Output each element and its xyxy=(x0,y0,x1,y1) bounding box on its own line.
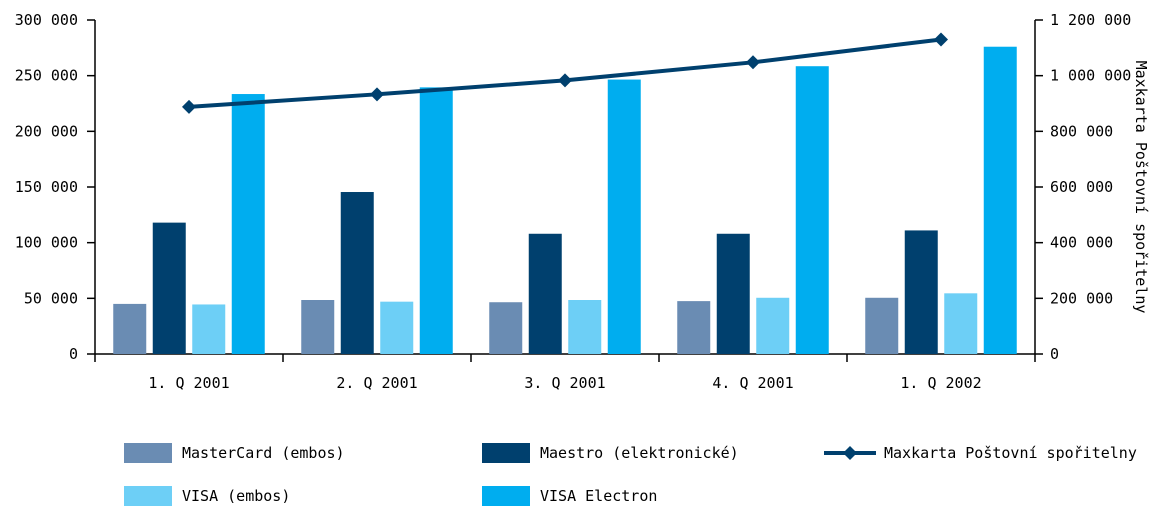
bar-mastercard-embos xyxy=(677,301,711,354)
bar-visa-embos xyxy=(944,293,978,354)
bar-visa-electron xyxy=(231,94,265,354)
x-category-label: 2. Q 2001 xyxy=(336,374,417,392)
axes: 0 50 000 100 000 150 000 200 000 250 000 300 0… xyxy=(15,11,1150,392)
y-right-tick-label: 1 000 000 xyxy=(1050,67,1131,85)
y-right-tick-label: 400 000 xyxy=(1050,234,1113,252)
legend-item: Maestro (elektronické) xyxy=(482,443,739,463)
bar-mastercard-embos xyxy=(301,300,335,354)
y-right-axis-title: Maxkarta Poštovní spořitelny xyxy=(1132,61,1150,314)
y-right-tick-label: 0 xyxy=(1050,345,1059,363)
bar-visa-embos xyxy=(192,304,226,354)
bar-maestro-elektronick xyxy=(152,222,186,354)
legend-label: Maxkarta Poštovní spořitelny xyxy=(884,444,1137,462)
legend-item: VISA Electron xyxy=(482,486,657,506)
legend-label: VISA (embos) xyxy=(182,487,290,505)
bar-maestro-elektronick xyxy=(528,233,562,354)
legend-swatch xyxy=(482,443,530,463)
legend-marker xyxy=(843,446,857,460)
x-category-label: 4. Q 2001 xyxy=(712,374,793,392)
y-left-tick-label: 100 000 xyxy=(15,234,78,252)
y-left-tick-label: 50 000 xyxy=(24,289,78,307)
legend: MasterCard (embos) Maestro (elektronické)… xyxy=(124,443,1137,506)
legend-swatch xyxy=(482,486,530,506)
legend-item: MasterCard (embos) xyxy=(124,443,345,463)
line-point xyxy=(746,55,760,70)
bar-mastercard-embos xyxy=(865,297,899,354)
x-category-label: 1. Q 2002 xyxy=(900,374,981,392)
bar-mastercard-embos xyxy=(113,303,147,354)
x-category-label: 1. Q 2001 xyxy=(148,374,229,392)
bar-maestro-elektronick xyxy=(340,192,374,354)
bar-mastercard-embos xyxy=(489,302,523,354)
y-left-tick-label: 150 000 xyxy=(15,178,78,196)
y-right-tick-label: 200 000 xyxy=(1050,289,1113,307)
legend-item: VISA (embos) xyxy=(124,486,290,506)
legend-label: MasterCard (embos) xyxy=(182,444,345,462)
bars xyxy=(113,46,1017,355)
line-point xyxy=(182,99,196,114)
legend-item: Maxkarta Poštovní spořitelny xyxy=(824,444,1137,462)
bar-visa-electron xyxy=(607,79,641,355)
line-point xyxy=(558,73,572,88)
bar-visa-electron xyxy=(795,66,829,354)
y-left-tick-label: 250 000 xyxy=(15,67,78,85)
bar-visa-electron xyxy=(419,87,453,355)
bar-maestro-elektronick xyxy=(904,230,938,354)
y-left-tick-label: 0 xyxy=(69,345,78,363)
y-right-tick-label: 800 000 xyxy=(1050,122,1113,140)
x-category-label: 3. Q 2001 xyxy=(524,374,605,392)
bar-maestro-elektronick xyxy=(716,233,750,354)
legend-label: Maestro (elektronické) xyxy=(540,444,739,462)
line-point xyxy=(370,87,384,102)
y-left-tick-label: 200 000 xyxy=(15,122,78,140)
y-left-tick-label: 300 000 xyxy=(15,11,78,29)
bar-visa-embos xyxy=(568,300,602,354)
line-point xyxy=(934,32,948,47)
y-right-tick-label: 600 000 xyxy=(1050,178,1113,196)
legend-swatch xyxy=(124,443,172,463)
bar-visa-electron xyxy=(983,46,1017,354)
legend-label: VISA Electron xyxy=(540,487,657,505)
y-right-tick-label: 1 200 000 xyxy=(1050,11,1131,29)
bar-visa-embos xyxy=(756,297,790,354)
line-series xyxy=(182,32,948,114)
legend-swatch xyxy=(124,486,172,506)
bar-visa-embos xyxy=(380,301,414,354)
